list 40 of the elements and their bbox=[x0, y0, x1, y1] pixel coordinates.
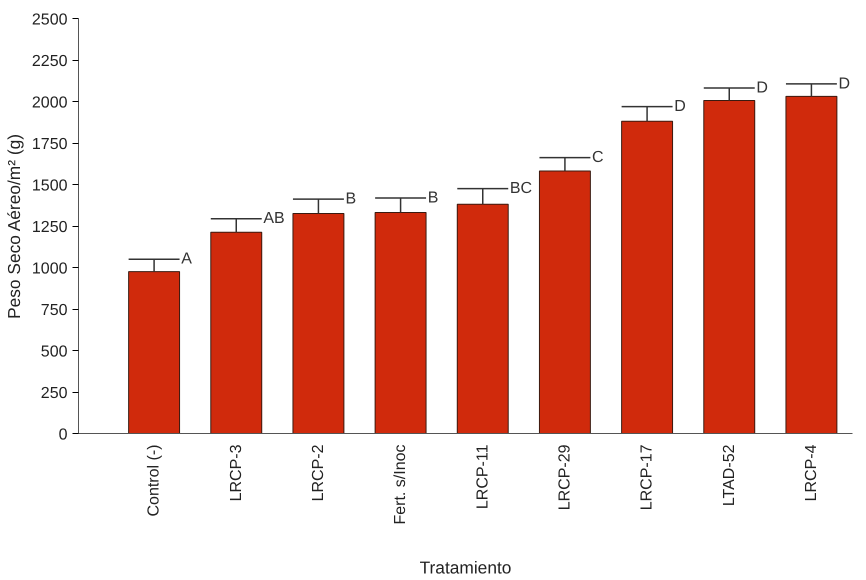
y-tick-label: 1500 bbox=[32, 178, 68, 194]
bar bbox=[785, 96, 838, 434]
annotation: D bbox=[838, 75, 850, 92]
annotation: AB bbox=[263, 210, 285, 228]
bar bbox=[128, 271, 180, 434]
bar bbox=[456, 204, 509, 434]
annotation: C bbox=[592, 149, 604, 166]
annotation: A bbox=[181, 250, 192, 268]
x-tick-label: LTAD-52 bbox=[720, 444, 738, 506]
x-axis-title: Tratamiento bbox=[420, 558, 512, 578]
x-tick-label: Fert. s/Inoc bbox=[392, 444, 410, 525]
x-tick-label: LRCP-2 bbox=[310, 444, 327, 502]
y-tick-label: 2500 bbox=[32, 12, 68, 28]
bar bbox=[210, 232, 262, 434]
x-tick-label: LRCP-3 bbox=[228, 444, 245, 502]
bar bbox=[621, 120, 674, 434]
y-tick-label: 0 bbox=[58, 426, 68, 444]
y-tick-label: 500 bbox=[40, 344, 68, 360]
x-tick-label: LRCP-11 bbox=[474, 444, 492, 510]
bar bbox=[292, 213, 344, 434]
y-tick-label: 1250 bbox=[32, 219, 68, 236]
x-tick-label: Control (-) bbox=[146, 444, 163, 517]
x-tick-label: LRCP-17 bbox=[638, 444, 656, 510]
y-tick-label: 2000 bbox=[32, 94, 68, 112]
y-tick-label: 250 bbox=[40, 385, 68, 402]
y-axis-title: Peso Seco Aéreo/m² (g) bbox=[4, 134, 24, 319]
y-tick-label: 750 bbox=[40, 302, 68, 319]
y-tick-label: 2250 bbox=[32, 53, 68, 70]
x-tick-label: LRCP-4 bbox=[802, 444, 820, 502]
annotation: D bbox=[674, 98, 686, 116]
bar bbox=[538, 170, 591, 434]
x-tick-label: LRCP-29 bbox=[556, 444, 574, 510]
bar bbox=[374, 212, 427, 434]
bar bbox=[703, 100, 756, 434]
y-tick-label: 1000 bbox=[32, 260, 68, 278]
y-tick-label: 1750 bbox=[32, 136, 68, 153]
annotation: D bbox=[756, 80, 768, 97]
annotation: B bbox=[428, 189, 438, 206]
annotation: B bbox=[346, 190, 356, 208]
annotation: BC bbox=[510, 180, 532, 198]
